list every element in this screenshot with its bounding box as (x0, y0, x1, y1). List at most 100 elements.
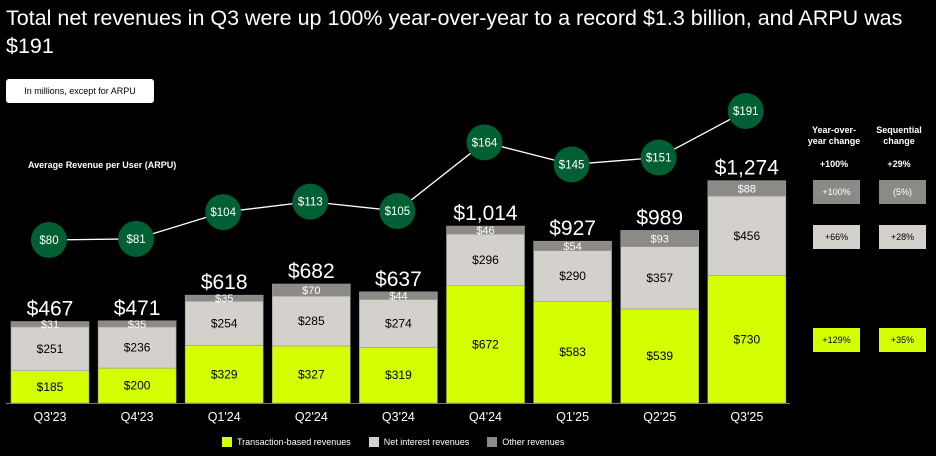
bar-segment-other (707, 180, 787, 197)
bar-label-net_interest: $296 (472, 253, 499, 267)
bar-label-net_interest: $251 (37, 342, 64, 356)
arpu-label-value: $113 (298, 197, 323, 209)
bar-segment-other (359, 291, 438, 300)
bar-label-net_interest: $274 (385, 316, 412, 330)
bar-label-other: $54 (563, 241, 581, 253)
bar-label-net_interest: $357 (646, 271, 673, 285)
bar-segment-other (446, 225, 525, 235)
x-tick-label: Q3'24 (382, 410, 415, 424)
bar-segment-other (620, 230, 700, 247)
bar-total-label: $471 (114, 297, 161, 320)
legend-label: Other revenues (502, 437, 565, 447)
legend: Transaction-based revenues Net interest … (222, 437, 564, 447)
bar-label-net_interest: $254 (211, 316, 238, 330)
arpu-label-value: $164 (472, 137, 498, 149)
bar-segment-other (271, 283, 351, 297)
bar-label-other: $93 (651, 234, 669, 246)
bar-label-other: $35 (215, 293, 233, 305)
bar-total-label: $682 (288, 260, 335, 283)
x-tick-label: Q1'25 (556, 410, 589, 424)
bar-segment-other (97, 320, 177, 328)
bar-segment-net_interest (271, 295, 351, 347)
arpu-label-value: $145 (559, 159, 585, 171)
bar-segment-other (184, 294, 264, 302)
legend-swatch-other (487, 437, 498, 447)
bar-label-transaction: $327 (298, 367, 325, 381)
bar-segment-transaction (359, 347, 438, 404)
seq-header: Sequential change (876, 125, 922, 146)
bar-segment-net_interest (620, 246, 700, 310)
arpu-marker (31, 222, 67, 258)
bar-total-label: $927 (549, 217, 596, 240)
yoy-total: +100% (819, 159, 849, 169)
bar-segment-transaction (97, 367, 177, 404)
bar-label-net_interest: $236 (124, 341, 151, 355)
bar-total-label: $989 (636, 206, 683, 229)
bar-label-transaction: $730 (733, 332, 760, 346)
bar-segment-net_interest (359, 299, 438, 348)
bar-segment-net_interest (707, 195, 787, 276)
x-tick-label: Q2'25 (643, 410, 676, 424)
bar-label-net_interest: $285 (298, 314, 325, 328)
arpu-marker (640, 139, 677, 176)
bar-segment-transaction (620, 308, 700, 404)
bar-segment-other (10, 321, 90, 328)
arpu-marker (118, 220, 155, 257)
bar-segment-other (533, 240, 612, 251)
bar-segment-transaction (10, 370, 90, 404)
unit-note: In millions, except for ARPU (6, 79, 154, 103)
arpu-label: Average Revenue per User (ARPU) (28, 160, 177, 170)
arpu-label-value: $105 (385, 206, 411, 218)
seq-transaction-change: +35% (879, 328, 926, 352)
x-tick-label: Q3'23 (34, 410, 67, 424)
arpu-label-value: $191 (733, 106, 759, 118)
x-tick-label: Q4'24 (469, 410, 502, 424)
x-tick-label: Q1'24 (208, 410, 241, 424)
seq-other-change: (5%) (879, 180, 926, 204)
bar-segment-net_interest (97, 326, 177, 369)
arpu-marker (379, 192, 416, 229)
seq-total: +29% (887, 159, 911, 169)
bar-total-label: $637 (375, 268, 422, 291)
arpu-label-value: $104 (210, 207, 236, 219)
bar-label-transaction: $185 (37, 380, 64, 394)
bar-label-transaction: $539 (646, 349, 673, 363)
legend-item-transaction: Transaction-based revenues (222, 437, 351, 447)
bar-label-transaction: $583 (559, 345, 586, 359)
bar-segment-net_interest (446, 233, 525, 287)
bar-segment-transaction (271, 345, 351, 404)
yoy-net-interest-change: +66% (813, 225, 860, 249)
bar-segment-transaction (707, 275, 787, 404)
bar-segment-net_interest (184, 300, 264, 346)
bar-label-transaction: $319 (385, 368, 412, 382)
bar-label-net_interest: $290 (559, 269, 586, 283)
legend-swatch-transaction (222, 437, 232, 447)
legend-label: Net interest revenues (383, 437, 470, 447)
arpu-label-value: $151 (646, 152, 672, 164)
yoy-other-change: +100% (813, 180, 860, 204)
legend-label: Transaction-based revenues (237, 437, 351, 447)
seq-net-interest-change: +28% (879, 225, 926, 249)
yoy-transaction-change: +129% (813, 328, 860, 352)
legend-item-net-interest: Net interest revenues (368, 437, 470, 447)
arpu-marker (466, 124, 503, 161)
legend-item-other: Other revenues (487, 437, 564, 447)
bar-segment-net_interest (10, 326, 90, 372)
bar-label-transaction: $672 (472, 337, 499, 351)
arpu-marker (727, 93, 764, 129)
bar-label-other: $46 (476, 225, 494, 237)
bar-label-other: $70 (302, 285, 320, 297)
bar-label-other: $31 (41, 319, 59, 331)
bar-total-label: $1,014 (453, 202, 518, 225)
arpu-marker (553, 146, 590, 183)
bar-total-label: $467 (27, 298, 74, 321)
arpu-marker (292, 183, 329, 220)
bar-segment-transaction (533, 300, 612, 404)
bar-label-transaction: $329 (211, 367, 238, 381)
arpu-marker (205, 194, 242, 231)
bar-label-net_interest: $456 (733, 229, 760, 243)
x-tick-label: Q3'25 (730, 410, 763, 424)
bar-total-label: $1,274 (715, 157, 780, 180)
bar-label-other: $44 (389, 291, 407, 303)
